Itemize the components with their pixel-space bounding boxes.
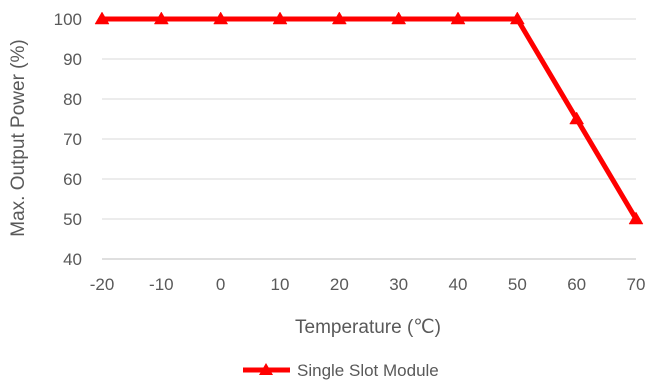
data-point-triangle — [272, 11, 288, 25]
x-tick-label: 20 — [330, 275, 349, 294]
data-point-triangle — [569, 111, 585, 125]
legend-marker-triangle — [259, 363, 273, 375]
y-tick-label: 90 — [63, 50, 82, 69]
x-tick-label: 70 — [627, 275, 646, 294]
x-tick-label: -20 — [90, 275, 115, 294]
x-tick-label: 50 — [508, 275, 527, 294]
data-point-triangle — [213, 11, 229, 25]
data-point-triangle — [391, 11, 407, 25]
x-axis-title: Temperature (℃) — [295, 317, 441, 338]
x-tick-label: 0 — [216, 275, 225, 294]
y-tick-label: 100 — [54, 10, 82, 29]
x-tick-labels: -20 -10 0 10 20 30 40 50 60 70 — [90, 275, 646, 294]
data-point-triangle — [94, 11, 110, 25]
legend: Single Slot Module — [243, 361, 439, 380]
x-tick-label: 30 — [389, 275, 408, 294]
data-point-triangle — [628, 211, 644, 225]
y-axis-title: Max. Output Power (%) — [8, 39, 29, 236]
series-lines — [102, 16, 639, 221]
data-point-triangle — [153, 11, 169, 25]
series-line — [102, 16, 639, 221]
y-tick-label: 70 — [63, 130, 82, 149]
y-tick-label: 60 — [63, 170, 82, 189]
data-point-triangle — [450, 11, 466, 25]
x-tick-label: -10 — [149, 275, 174, 294]
legend-label-single-slot-module: Single Slot Module — [297, 361, 439, 380]
y-tick-label: 40 — [63, 250, 82, 269]
x-tick-label: 60 — [567, 275, 586, 294]
y-tick-labels: 40 50 60 70 80 90 100 — [54, 10, 82, 269]
gridlines — [102, 18, 636, 220]
y-tick-label: 50 — [63, 210, 82, 229]
data-point-triangle — [331, 11, 347, 25]
x-tick-label: 10 — [271, 275, 290, 294]
y-tick-label: 80 — [63, 90, 82, 109]
series-markers — [94, 11, 644, 225]
data-point-triangle — [509, 11, 525, 25]
x-tick-label: 40 — [449, 275, 468, 294]
